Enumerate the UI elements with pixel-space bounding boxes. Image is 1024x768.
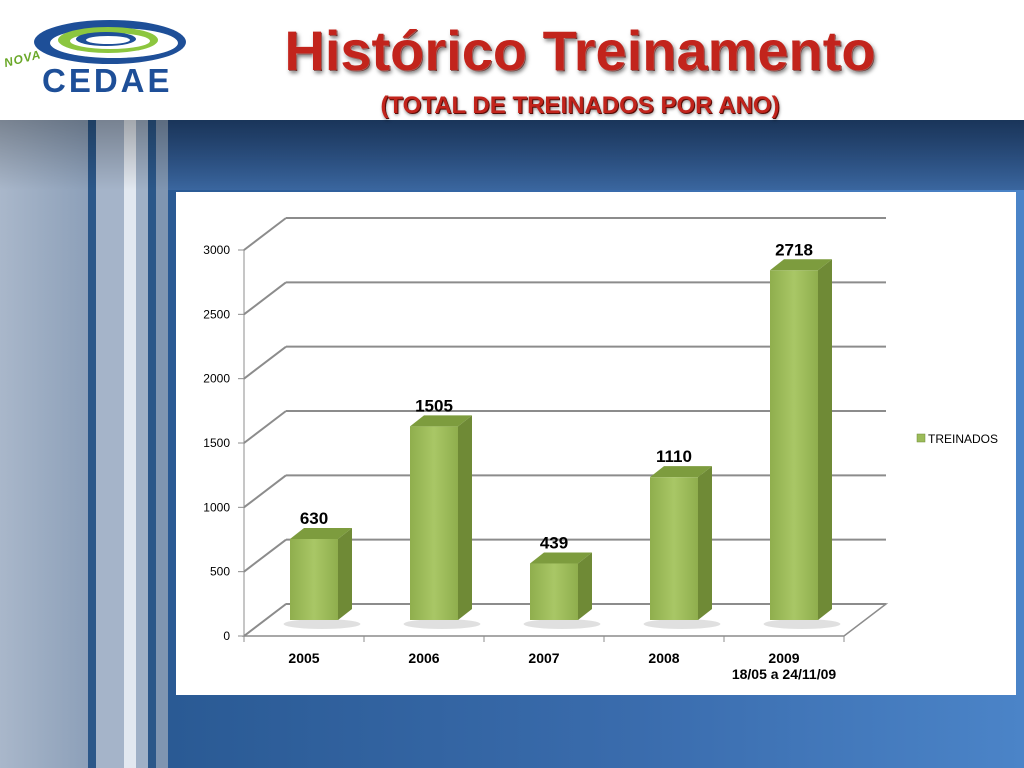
y-tick-label: 0 — [223, 629, 230, 643]
slide-header: NOVA CEDAE Histórico Treinamento — [0, 0, 1024, 120]
bar-top — [650, 466, 712, 478]
data-label: 439 — [540, 534, 568, 553]
legend: TREINADOS — [916, 432, 998, 446]
decorative-stripe — [148, 120, 156, 768]
bar-top — [410, 415, 472, 427]
bar-2006 — [410, 426, 458, 620]
decorative-stripe — [136, 120, 148, 768]
slide-subtitle: (TOTAL DE TREINADOS POR ANO) — [380, 92, 780, 119]
axes — [238, 249, 889, 642]
y-tick-label: 3000 — [203, 243, 230, 257]
bar-side — [698, 466, 712, 620]
x-tick-label: 2005 — [288, 650, 319, 666]
bar-shadow — [643, 619, 721, 629]
bar-top — [770, 259, 832, 271]
x-tick-label: 2009 — [768, 650, 799, 666]
y-tick-label: 2000 — [203, 372, 230, 386]
bar-2005 — [290, 538, 338, 620]
labels: 0 500 1000 1500 2000 2500 3000 630 2005 1505 2006 4… — [203, 240, 836, 682]
decorative-stripe — [156, 120, 168, 768]
decorative-stripe — [124, 120, 136, 768]
bar-top — [530, 552, 592, 564]
x-tick-label: 2008 — [648, 650, 679, 666]
header-shadow — [0, 120, 1024, 190]
data-label: 630 — [300, 509, 328, 528]
chart-panel: 0 500 1000 1500 2000 2500 3000 630 2005 1505 2006 4… — [176, 192, 1016, 695]
bar-shadow — [403, 619, 481, 629]
cedae-logo: NOVA CEDAE — [3, 16, 200, 99]
x-tick-label: 2007 — [528, 650, 559, 666]
data-label: 1110 — [656, 447, 692, 466]
gridline-depth — [243, 281, 287, 316]
gridline-depth — [243, 474, 287, 509]
decorative-stripe — [88, 120, 96, 768]
y-tick-label: 2500 — [203, 307, 230, 321]
gridline-depth — [243, 345, 287, 380]
y-tick-label: 1000 — [203, 500, 230, 514]
slide-title: Histórico Treinamento — [284, 19, 876, 82]
bar-shadow — [523, 619, 601, 629]
bar-2008 — [650, 477, 698, 620]
gridline-depth — [243, 410, 287, 444]
bar-top — [290, 527, 352, 539]
bar-2007 — [530, 563, 578, 620]
y-tick-label: 500 — [210, 565, 230, 579]
y-tick-label: 1500 — [203, 436, 230, 450]
cedae-logo-swirl-icon — [34, 20, 186, 64]
legend-swatch — [916, 433, 926, 443]
bar-shadow — [283, 619, 361, 629]
gridline-depth — [243, 217, 287, 251]
data-label: 1505 — [415, 396, 453, 415]
decorative-stripe — [96, 120, 124, 768]
right-background-top-band — [168, 120, 1024, 190]
bar-side — [458, 415, 472, 620]
data-label: 2718 — [775, 240, 813, 259]
bars — [283, 259, 841, 629]
bar-2009 — [770, 270, 818, 620]
bar-side — [338, 527, 352, 620]
bar-side — [818, 259, 832, 620]
bar-chart: 0 500 1000 1500 2000 2500 3000 630 2005 1505 2006 4… — [203, 217, 998, 682]
x-tick-sublabel: 18/05 a 24/11/09 — [732, 666, 837, 682]
legend-label: TREINADOS — [928, 432, 998, 446]
x-tick-label: 2006 — [408, 650, 439, 666]
logo-cedae-text: CEDAE — [42, 62, 173, 99]
bar-shadow — [763, 619, 841, 629]
gridline-depth — [243, 538, 287, 573]
bar-side — [578, 552, 592, 620]
